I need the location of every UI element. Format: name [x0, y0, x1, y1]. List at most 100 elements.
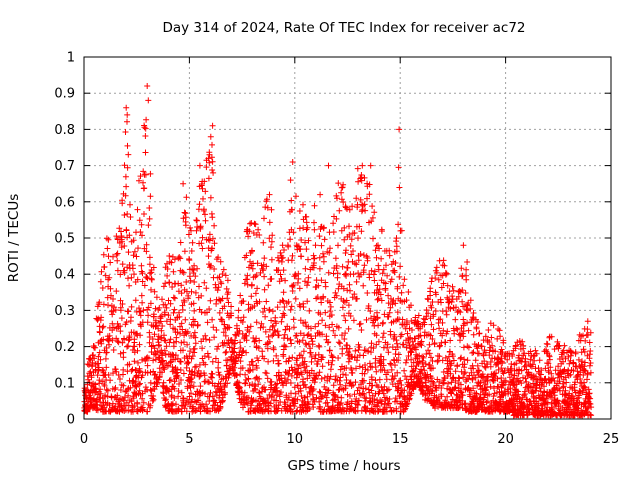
roti-point: [348, 236, 355, 243]
roti-point: [262, 386, 269, 393]
roti-point: [144, 319, 151, 326]
roti-point: [340, 199, 347, 206]
roti-point: [257, 269, 264, 276]
roti-point: [148, 286, 154, 293]
roti-point: [183, 279, 190, 285]
roti-point: [261, 255, 268, 262]
roti-point: [315, 282, 322, 289]
roti-point: [261, 286, 268, 293]
roti-point: [124, 164, 131, 171]
roti-point: [105, 302, 111, 309]
roti-point: [256, 389, 262, 396]
roti-point: [464, 357, 471, 364]
roti-point: [402, 373, 409, 380]
roti-point: [408, 390, 415, 397]
roti-point: [302, 319, 309, 326]
roti-point: [97, 278, 104, 285]
roti-point: [365, 303, 372, 309]
roti-point: [94, 391, 101, 398]
roti-point: [97, 386, 104, 393]
roti-point: [364, 195, 370, 202]
y-tick-label: 0.8: [54, 123, 75, 138]
roti-point: [105, 236, 112, 243]
y-tick-label: 0.5: [54, 232, 75, 247]
roti-point: [202, 217, 209, 224]
roti-point: [576, 331, 583, 338]
roti-point: [111, 386, 118, 393]
roti-point: [128, 314, 134, 321]
roti-point: [341, 336, 348, 342]
roti-point: [373, 368, 380, 375]
roti-point: [96, 349, 103, 356]
roti-point: [587, 360, 594, 366]
roti-point: [375, 338, 382, 345]
roti-point: [220, 342, 227, 349]
roti-point: [432, 405, 438, 412]
roti-point: [207, 389, 214, 396]
roti-point: [351, 260, 358, 267]
roti-point: [107, 259, 114, 266]
roti-point: [224, 277, 231, 284]
roti-point: [332, 255, 339, 262]
roti-point: [201, 279, 208, 286]
roti-point: [264, 204, 271, 211]
roti-point: [403, 297, 410, 304]
roti-point: [89, 359, 96, 366]
roti-point: [139, 356, 145, 363]
roti-point: [454, 362, 461, 369]
roti-point: [126, 361, 133, 368]
roti-point: [131, 339, 138, 346]
roti-point: [136, 365, 143, 372]
roti-point: [193, 227, 200, 234]
roti-point: [358, 327, 365, 333]
roti-point: [247, 258, 253, 265]
roti-point: [113, 233, 120, 240]
roti-point: [117, 271, 124, 278]
roti-point: [140, 179, 146, 186]
roti-point: [325, 339, 332, 345]
roti-point: [178, 339, 185, 346]
roti-point: [163, 318, 170, 325]
roti-point: [314, 294, 321, 301]
roti-point: [139, 406, 146, 413]
roti-point: [443, 311, 450, 318]
roti-point: [460, 316, 467, 323]
roti-point: [135, 245, 141, 252]
roti-point: [448, 360, 455, 367]
roti-point: [361, 262, 368, 269]
roti-point: [308, 367, 315, 374]
roti-point: [427, 332, 434, 339]
roti-point: [321, 236, 328, 243]
roti-point: [129, 265, 136, 272]
roti-point: [430, 365, 436, 372]
roti-point: [444, 393, 451, 400]
roti-point: [113, 288, 120, 295]
roti-point: [185, 292, 192, 299]
roti-point: [312, 242, 319, 249]
roti-point: [231, 345, 238, 352]
roti-point: [457, 355, 464, 362]
roti-point: [342, 330, 349, 337]
roti-point: [119, 301, 126, 307]
roti-point: [163, 343, 170, 350]
roti-point: [286, 355, 293, 362]
roti-point: [376, 388, 383, 395]
roti-point: [189, 239, 196, 246]
roti-point: [176, 381, 182, 387]
y-tick-label: 0: [67, 413, 75, 428]
roti-point: [316, 369, 323, 376]
roti-point: [370, 271, 377, 278]
roti-point: [147, 369, 154, 376]
roti-point: [105, 372, 112, 378]
roti-point: [158, 327, 165, 334]
roti-point: [302, 340, 309, 347]
roti-point: [482, 364, 489, 371]
roti-point: [95, 364, 102, 371]
roti-point: [160, 357, 166, 364]
roti-point: [303, 384, 309, 391]
roti-point: [162, 301, 169, 308]
roti-point: [132, 297, 139, 304]
roti-point: [358, 381, 364, 388]
roti-point: [360, 282, 367, 289]
roti-point: [142, 125, 149, 132]
